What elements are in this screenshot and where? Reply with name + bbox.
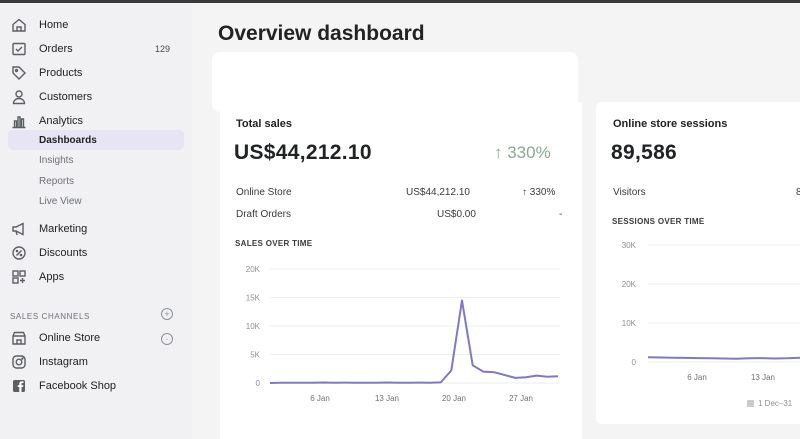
draft-orders-row-value: US$0.00	[437, 209, 476, 220]
nav-instagram[interactable]: Instagram	[8, 351, 184, 373]
x-tick-label: 27 Jan	[509, 394, 533, 403]
online-store-row-label: Online Store	[236, 187, 292, 198]
sessions-over-time-heading: SESSIONS OVER TIME	[612, 217, 705, 226]
nav-facebook-shop-label: Facebook Shop	[39, 380, 117, 392]
orders-icon	[10, 40, 28, 58]
y-tick-label: 0	[632, 358, 637, 367]
total-sales-title[interactable]: Total sales	[236, 118, 293, 130]
nav-discounts[interactable]: Discounts	[8, 242, 184, 264]
sales-over-time-heading: SALES OVER TIME	[235, 239, 313, 248]
sessions-card: Online store sessions 89,586 Visitors 8 …	[596, 102, 800, 424]
nav-online-store[interactable]: Online Store	[8, 327, 184, 349]
nav-customers-label: Customers	[39, 91, 93, 103]
add-sales-channel-icon[interactable]: +	[161, 308, 173, 320]
tag-icon	[10, 64, 28, 82]
online-store-row-change: ↑ 330%	[522, 187, 556, 198]
nav-products-label: Products	[39, 67, 83, 79]
orders-count-badge: 129	[154, 44, 170, 54]
nav-facebook-shop[interactable]: Facebook Shop	[8, 375, 184, 397]
person-icon	[10, 88, 28, 106]
nav-analytics-label: Analytics	[39, 115, 84, 127]
sessions-legend[interactable]: 1 Dec–31	[747, 399, 792, 408]
sales-over-time-chart[interactable]: 20K 15K 10K 5K 0 6 Jan 13 Jan 20 Jan 27 Jan	[220, 258, 582, 408]
y-tick-label: 20K	[246, 265, 261, 274]
online-store-row-value: US$44,212.10	[406, 187, 470, 198]
draft-orders-row-label: Draft Orders	[236, 209, 292, 220]
x-tick-label: 6 Jan	[687, 373, 707, 382]
x-tick-label: 13 Jan	[375, 394, 399, 403]
discount-icon	[10, 244, 28, 262]
y-tick-label: 5K	[250, 351, 260, 360]
sub-nav-live-view[interactable]: Live View	[39, 195, 82, 207]
x-tick-label: 13 Jan	[751, 373, 775, 382]
y-tick-label: 15K	[246, 294, 261, 303]
nav-marketing-label: Marketing	[39, 223, 88, 235]
y-tick-label: 0	[256, 379, 261, 388]
home-icon	[10, 16, 28, 34]
x-tick-label: 6 Jan	[310, 394, 330, 403]
total-sales-change: ↑ 330%	[494, 143, 551, 162]
total-sales-amount: US$44,212.10	[234, 141, 372, 164]
view-online-store-icon[interactable]: ·	[161, 333, 173, 345]
x-tick-label: 20 Jan	[442, 394, 466, 403]
nav-orders-label: Orders	[39, 43, 73, 55]
sub-nav-dashboards[interactable]: Dashboards	[8, 130, 184, 150]
apps-icon	[10, 268, 28, 286]
bar-chart-icon	[10, 112, 28, 130]
y-tick-label: 20K	[622, 280, 637, 289]
sessions-over-time-chart[interactable]: 30K 20K 10K 0 6 Jan 13 Jan	[596, 234, 800, 394]
nav-online-store-label: Online Store	[39, 332, 101, 344]
series-line[interactable]	[647, 356, 800, 360]
visitors-value: 8	[796, 187, 800, 198]
sidebar: Home Orders 129 Products Customers Analy…	[0, 3, 192, 439]
window-top-border	[0, 0, 800, 3]
draft-orders-row-change: -	[559, 209, 563, 220]
nav-apps-label: Apps	[39, 271, 65, 283]
facebook-icon	[10, 377, 28, 395]
nav-products[interactable]: Products	[8, 62, 184, 84]
series-line[interactable]	[269, 299, 559, 384]
sessions-legend-label: 1 Dec–31	[758, 399, 793, 408]
nav-marketing[interactable]: Marketing	[8, 218, 184, 240]
nav-customers[interactable]: Customers	[8, 86, 184, 108]
legend-swatch	[747, 400, 754, 407]
megaphone-icon	[10, 220, 28, 238]
store-icon	[10, 329, 28, 347]
sub-nav-reports[interactable]: Reports	[39, 175, 75, 187]
sessions-count: 89,586	[611, 141, 678, 164]
page-title: Overview dashboard	[218, 22, 425, 45]
nav-home[interactable]: Home	[8, 14, 184, 36]
nav-analytics[interactable]: Analytics	[8, 110, 184, 132]
nav-orders[interactable]: Orders 129	[8, 38, 184, 60]
sessions-title[interactable]: Online store sessions	[613, 118, 728, 130]
visitors-label: Visitors	[613, 187, 646, 198]
nav-home-label: Home	[39, 19, 69, 31]
sub-nav-insights[interactable]: Insights	[39, 154, 74, 166]
instagram-icon	[10, 353, 28, 371]
nav-apps[interactable]: Apps	[8, 266, 184, 288]
sales-channels-heading: SALES CHANNELS	[10, 312, 90, 321]
y-tick-label: 10K	[246, 322, 261, 331]
y-tick-label: 30K	[622, 241, 637, 250]
y-tick-label: 10K	[622, 319, 637, 328]
nav-discounts-label: Discounts	[39, 247, 88, 259]
nav-instagram-label: Instagram	[39, 356, 88, 368]
